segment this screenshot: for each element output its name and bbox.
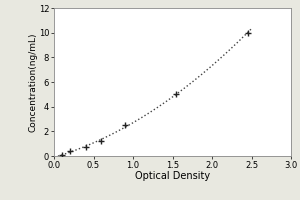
Y-axis label: Concentration(ng/mL): Concentration(ng/mL) xyxy=(28,32,37,132)
X-axis label: Optical Density: Optical Density xyxy=(135,171,210,181)
